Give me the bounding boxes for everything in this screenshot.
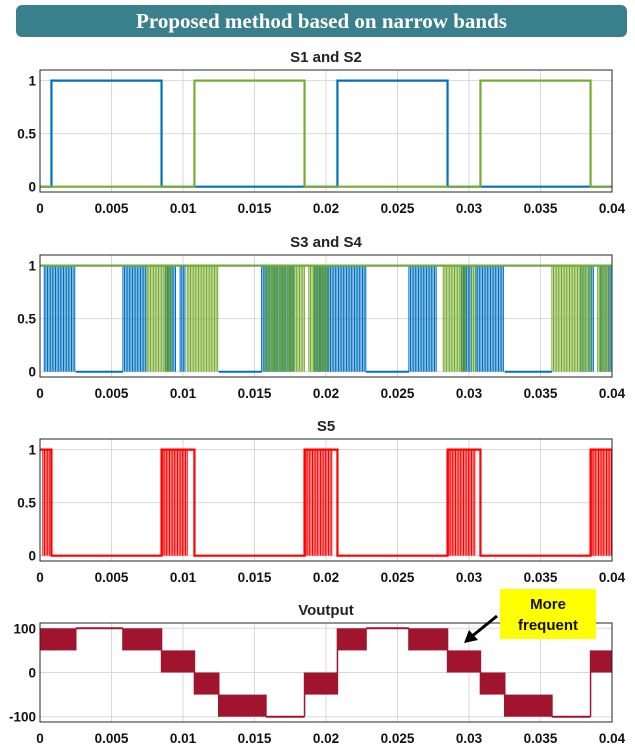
y-tick-label: 0 bbox=[28, 180, 36, 195]
chart-panel-voutput: 0 0.005 0.01 0.015 0.02 0.025 0.03 0.035 0.04 -10… bbox=[9, 602, 626, 746]
x-tick-label: 0.035 bbox=[524, 731, 558, 746]
annotation-line1: More bbox=[530, 596, 566, 613]
series-switching-band bbox=[42, 628, 52, 651]
x-tick-label: 0.01 bbox=[170, 386, 197, 401]
x-tick-label: 0.025 bbox=[381, 201, 415, 216]
series-switching-band bbox=[304, 672, 338, 695]
series-switching-band bbox=[194, 672, 219, 695]
series-switching-band bbox=[218, 694, 266, 717]
x-tick-label: 0 bbox=[36, 731, 44, 746]
x-tick-label: 0.005 bbox=[95, 201, 129, 216]
x-tick-label: 0.015 bbox=[238, 570, 272, 585]
x-tick-label: 0.015 bbox=[238, 731, 272, 746]
y-tick-label: 100 bbox=[13, 621, 36, 636]
series-line-0 bbox=[40, 79, 612, 188]
x-tick-label: 0.035 bbox=[524, 570, 558, 585]
y-tick-label: 0.5 bbox=[17, 127, 36, 142]
x-tick-label: 0.02 bbox=[313, 570, 339, 585]
chart-panel-s1-s2: 0 0.005 0.01 0.015 0.02 0.025 0.03 0.035 0.04 0 0.… bbox=[17, 49, 625, 216]
series-switching-band bbox=[447, 650, 481, 673]
banner-title: Proposed method based on narrow bands bbox=[136, 8, 507, 33]
series-switching-band bbox=[337, 628, 367, 651]
x-tick-label: 0.03 bbox=[456, 570, 483, 585]
chart-title: S5 bbox=[317, 418, 335, 435]
y-tick-label: 0 bbox=[28, 549, 36, 564]
series-switching-band bbox=[408, 628, 448, 651]
y-tick-label: -100 bbox=[9, 710, 36, 725]
annotation-box bbox=[500, 589, 596, 639]
y-tick-label: 1 bbox=[28, 443, 36, 458]
x-tick-label: 0.015 bbox=[238, 386, 272, 401]
annotation-arrowhead bbox=[464, 630, 478, 643]
x-tick-label: 0.01 bbox=[170, 731, 197, 746]
y-tick-label: 0.5 bbox=[17, 312, 36, 327]
chart-panel-s5: 0 0.005 0.01 0.015 0.02 0.025 0.03 0.035 0.04 0 0.… bbox=[17, 418, 625, 585]
annotation: More frequent bbox=[464, 589, 596, 643]
axes-frame bbox=[39, 622, 613, 723]
x-tick-label: 0.015 bbox=[238, 201, 272, 216]
x-tick-label: 0.03 bbox=[456, 201, 483, 216]
series-switching-band bbox=[590, 650, 612, 673]
series-switching-band bbox=[161, 650, 195, 673]
x-tick-label: 0.02 bbox=[313, 386, 339, 401]
x-tick-label: 0.02 bbox=[313, 731, 339, 746]
x-tick-label: 0.01 bbox=[170, 570, 197, 585]
series-switching-band bbox=[122, 628, 162, 651]
chart-title: Voutput bbox=[298, 602, 354, 619]
annotation-arrow bbox=[470, 614, 498, 639]
x-tick-label: 0.035 bbox=[524, 386, 558, 401]
x-tick-label: 0.025 bbox=[381, 386, 415, 401]
chart-title: S3 and S4 bbox=[290, 234, 362, 251]
series-switching-band bbox=[51, 628, 76, 651]
x-tick-label: 0 bbox=[36, 570, 44, 585]
x-tick-label: 0.005 bbox=[95, 386, 129, 401]
x-tick-label: 0.025 bbox=[381, 570, 415, 585]
axes-frame bbox=[39, 69, 613, 193]
x-tick-label: 0.04 bbox=[599, 386, 626, 401]
series-line-1 bbox=[40, 79, 612, 188]
x-tick-label: 0.04 bbox=[599, 201, 626, 216]
x-tick-label: 0.025 bbox=[381, 731, 415, 746]
chart-panel-s3-s4: 0 0.005 0.01 0.015 0.02 0.025 0.03 0.035 0.04 0 0.… bbox=[17, 234, 625, 401]
y-tick-label: 0.5 bbox=[17, 496, 36, 511]
x-tick-label: 0 bbox=[36, 386, 44, 401]
y-tick-label: 1 bbox=[28, 74, 36, 89]
x-tick-label: 0.02 bbox=[313, 201, 339, 216]
x-tick-label: 0.01 bbox=[170, 201, 197, 216]
series-switching-band bbox=[40, 628, 43, 651]
x-tick-label: 0.005 bbox=[95, 570, 129, 585]
series-switching-band bbox=[504, 694, 552, 717]
x-tick-label: 0.03 bbox=[456, 386, 483, 401]
chart-title: S1 and S2 bbox=[290, 49, 362, 66]
y-tick-label: 1 bbox=[28, 259, 36, 274]
x-tick-label: 0.04 bbox=[599, 731, 626, 746]
x-tick-label: 0.005 bbox=[95, 731, 129, 746]
y-tick-label: 0 bbox=[28, 666, 36, 681]
axes-frame bbox=[39, 438, 613, 562]
figure-banner: Proposed method based on narrow bands bbox=[16, 5, 627, 37]
annotation-line2: frequent bbox=[518, 617, 578, 634]
x-tick-label: 0 bbox=[36, 201, 44, 216]
x-tick-label: 0.035 bbox=[524, 201, 558, 216]
x-tick-label: 0.04 bbox=[599, 570, 626, 585]
axes-frame bbox=[39, 254, 613, 378]
series-switching-band bbox=[480, 672, 505, 695]
x-tick-label: 0.03 bbox=[456, 731, 483, 746]
y-tick-label: 0 bbox=[28, 365, 36, 380]
